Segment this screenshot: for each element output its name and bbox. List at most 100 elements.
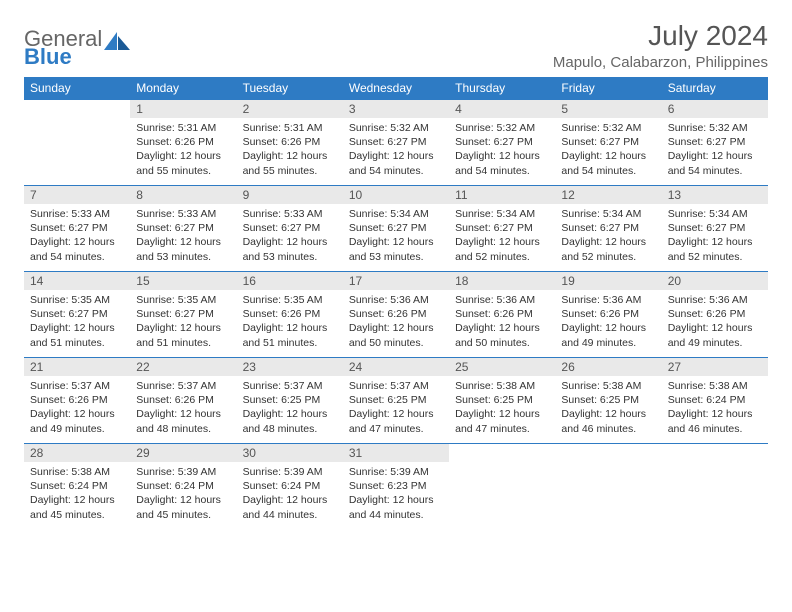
calendar-day-cell	[555, 444, 661, 530]
calendar-day-cell: 25Sunrise: 5:38 AMSunset: 6:25 PMDayligh…	[449, 358, 555, 444]
calendar-day-cell: 12Sunrise: 5:34 AMSunset: 6:27 PMDayligh…	[555, 186, 661, 272]
day-number: 31	[343, 444, 449, 462]
day-number: 19	[555, 272, 661, 290]
day-details: Sunrise: 5:33 AMSunset: 6:27 PMDaylight:…	[24, 204, 130, 268]
day-details: Sunrise: 5:37 AMSunset: 6:26 PMDaylight:…	[24, 376, 130, 440]
logo-line2: Blue	[24, 44, 72, 70]
day-number: 3	[343, 100, 449, 118]
calendar-day-cell: 21Sunrise: 5:37 AMSunset: 6:26 PMDayligh…	[24, 358, 130, 444]
day-details: Sunrise: 5:34 AMSunset: 6:27 PMDaylight:…	[662, 204, 768, 268]
calendar-day-cell: 26Sunrise: 5:38 AMSunset: 6:25 PMDayligh…	[555, 358, 661, 444]
calendar-day-cell: 28Sunrise: 5:38 AMSunset: 6:24 PMDayligh…	[24, 444, 130, 530]
day-number: 26	[555, 358, 661, 376]
calendar-day-cell: 9Sunrise: 5:33 AMSunset: 6:27 PMDaylight…	[237, 186, 343, 272]
calendar-day-cell: 24Sunrise: 5:37 AMSunset: 6:25 PMDayligh…	[343, 358, 449, 444]
calendar-day-cell: 16Sunrise: 5:35 AMSunset: 6:26 PMDayligh…	[237, 272, 343, 358]
day-number: 28	[24, 444, 130, 462]
calendar-week-row: 21Sunrise: 5:37 AMSunset: 6:26 PMDayligh…	[24, 358, 768, 444]
weekday-header: Thursday	[449, 77, 555, 100]
calendar-day-cell: 29Sunrise: 5:39 AMSunset: 6:24 PMDayligh…	[130, 444, 236, 530]
day-details: Sunrise: 5:37 AMSunset: 6:25 PMDaylight:…	[237, 376, 343, 440]
calendar-day-cell: 19Sunrise: 5:36 AMSunset: 6:26 PMDayligh…	[555, 272, 661, 358]
day-number: 18	[449, 272, 555, 290]
weekday-header: Sunday	[24, 77, 130, 100]
day-number: 1	[130, 100, 236, 118]
day-details: Sunrise: 5:33 AMSunset: 6:27 PMDaylight:…	[237, 204, 343, 268]
calendar-day-cell: 30Sunrise: 5:39 AMSunset: 6:24 PMDayligh…	[237, 444, 343, 530]
calendar-body: 1Sunrise: 5:31 AMSunset: 6:26 PMDaylight…	[24, 100, 768, 530]
day-number: 10	[343, 186, 449, 204]
calendar-day-cell	[449, 444, 555, 530]
calendar-day-cell	[662, 444, 768, 530]
weekday-header: Tuesday	[237, 77, 343, 100]
calendar-day-cell: 31Sunrise: 5:39 AMSunset: 6:23 PMDayligh…	[343, 444, 449, 530]
day-details: Sunrise: 5:32 AMSunset: 6:27 PMDaylight:…	[343, 118, 449, 182]
calendar-day-cell: 14Sunrise: 5:35 AMSunset: 6:27 PMDayligh…	[24, 272, 130, 358]
calendar-day-cell: 20Sunrise: 5:36 AMSunset: 6:26 PMDayligh…	[662, 272, 768, 358]
day-details: Sunrise: 5:38 AMSunset: 6:25 PMDaylight:…	[555, 376, 661, 440]
calendar-day-cell: 6Sunrise: 5:32 AMSunset: 6:27 PMDaylight…	[662, 100, 768, 186]
weekday-header: Saturday	[662, 77, 768, 100]
calendar-day-cell: 17Sunrise: 5:36 AMSunset: 6:26 PMDayligh…	[343, 272, 449, 358]
day-details: Sunrise: 5:36 AMSunset: 6:26 PMDaylight:…	[662, 290, 768, 354]
day-details: Sunrise: 5:33 AMSunset: 6:27 PMDaylight:…	[130, 204, 236, 268]
calendar-day-cell	[24, 100, 130, 186]
month-title: July 2024	[553, 20, 768, 52]
day-number: 20	[662, 272, 768, 290]
calendar-day-cell: 10Sunrise: 5:34 AMSunset: 6:27 PMDayligh…	[343, 186, 449, 272]
weekday-header: Monday	[130, 77, 236, 100]
day-details: Sunrise: 5:34 AMSunset: 6:27 PMDaylight:…	[555, 204, 661, 268]
page-header: General July 2024 Mapulo, Calabarzon, Ph…	[24, 20, 768, 71]
calendar-day-cell: 18Sunrise: 5:36 AMSunset: 6:26 PMDayligh…	[449, 272, 555, 358]
calendar-week-row: 1Sunrise: 5:31 AMSunset: 6:26 PMDaylight…	[24, 100, 768, 186]
day-details: Sunrise: 5:38 AMSunset: 6:24 PMDaylight:…	[662, 376, 768, 440]
day-number: 9	[237, 186, 343, 204]
day-details: Sunrise: 5:31 AMSunset: 6:26 PMDaylight:…	[130, 118, 236, 182]
day-number: 22	[130, 358, 236, 376]
calendar-day-cell: 3Sunrise: 5:32 AMSunset: 6:27 PMDaylight…	[343, 100, 449, 186]
day-details: Sunrise: 5:36 AMSunset: 6:26 PMDaylight:…	[449, 290, 555, 354]
calendar-day-cell: 1Sunrise: 5:31 AMSunset: 6:26 PMDaylight…	[130, 100, 236, 186]
calendar-day-cell: 7Sunrise: 5:33 AMSunset: 6:27 PMDaylight…	[24, 186, 130, 272]
day-number: 14	[24, 272, 130, 290]
day-number: 7	[24, 186, 130, 204]
weekday-header: Friday	[555, 77, 661, 100]
calendar-day-cell: 13Sunrise: 5:34 AMSunset: 6:27 PMDayligh…	[662, 186, 768, 272]
logo-text-blue: Blue	[24, 44, 72, 69]
calendar-day-cell: 5Sunrise: 5:32 AMSunset: 6:27 PMDaylight…	[555, 100, 661, 186]
day-details: Sunrise: 5:32 AMSunset: 6:27 PMDaylight:…	[449, 118, 555, 182]
calendar-day-cell: 8Sunrise: 5:33 AMSunset: 6:27 PMDaylight…	[130, 186, 236, 272]
calendar-week-row: 7Sunrise: 5:33 AMSunset: 6:27 PMDaylight…	[24, 186, 768, 272]
calendar-header-row: SundayMondayTuesdayWednesdayThursdayFrid…	[24, 77, 768, 100]
day-details: Sunrise: 5:38 AMSunset: 6:24 PMDaylight:…	[24, 462, 130, 526]
day-details: Sunrise: 5:34 AMSunset: 6:27 PMDaylight:…	[449, 204, 555, 268]
day-number: 4	[449, 100, 555, 118]
day-number: 13	[662, 186, 768, 204]
day-details: Sunrise: 5:35 AMSunset: 6:26 PMDaylight:…	[237, 290, 343, 354]
day-number: 27	[662, 358, 768, 376]
calendar-day-cell: 27Sunrise: 5:38 AMSunset: 6:24 PMDayligh…	[662, 358, 768, 444]
day-details: Sunrise: 5:38 AMSunset: 6:25 PMDaylight:…	[449, 376, 555, 440]
calendar-day-cell: 2Sunrise: 5:31 AMSunset: 6:26 PMDaylight…	[237, 100, 343, 186]
day-number: 12	[555, 186, 661, 204]
calendar-week-row: 14Sunrise: 5:35 AMSunset: 6:27 PMDayligh…	[24, 272, 768, 358]
day-details: Sunrise: 5:36 AMSunset: 6:26 PMDaylight:…	[343, 290, 449, 354]
day-details: Sunrise: 5:32 AMSunset: 6:27 PMDaylight:…	[555, 118, 661, 182]
day-details: Sunrise: 5:35 AMSunset: 6:27 PMDaylight:…	[130, 290, 236, 354]
day-number: 6	[662, 100, 768, 118]
calendar-day-cell: 22Sunrise: 5:37 AMSunset: 6:26 PMDayligh…	[130, 358, 236, 444]
day-number: 29	[130, 444, 236, 462]
day-details: Sunrise: 5:32 AMSunset: 6:27 PMDaylight:…	[662, 118, 768, 182]
day-number: 16	[237, 272, 343, 290]
calendar-table: SundayMondayTuesdayWednesdayThursdayFrid…	[24, 77, 768, 530]
day-number: 5	[555, 100, 661, 118]
day-number: 2	[237, 100, 343, 118]
day-details: Sunrise: 5:36 AMSunset: 6:26 PMDaylight:…	[555, 290, 661, 354]
calendar-day-cell: 23Sunrise: 5:37 AMSunset: 6:25 PMDayligh…	[237, 358, 343, 444]
day-number: 17	[343, 272, 449, 290]
day-number: 8	[130, 186, 236, 204]
title-block: July 2024 Mapulo, Calabarzon, Philippine…	[553, 20, 768, 71]
day-details: Sunrise: 5:37 AMSunset: 6:26 PMDaylight:…	[130, 376, 236, 440]
day-number: 30	[237, 444, 343, 462]
day-details: Sunrise: 5:39 AMSunset: 6:24 PMDaylight:…	[130, 462, 236, 526]
